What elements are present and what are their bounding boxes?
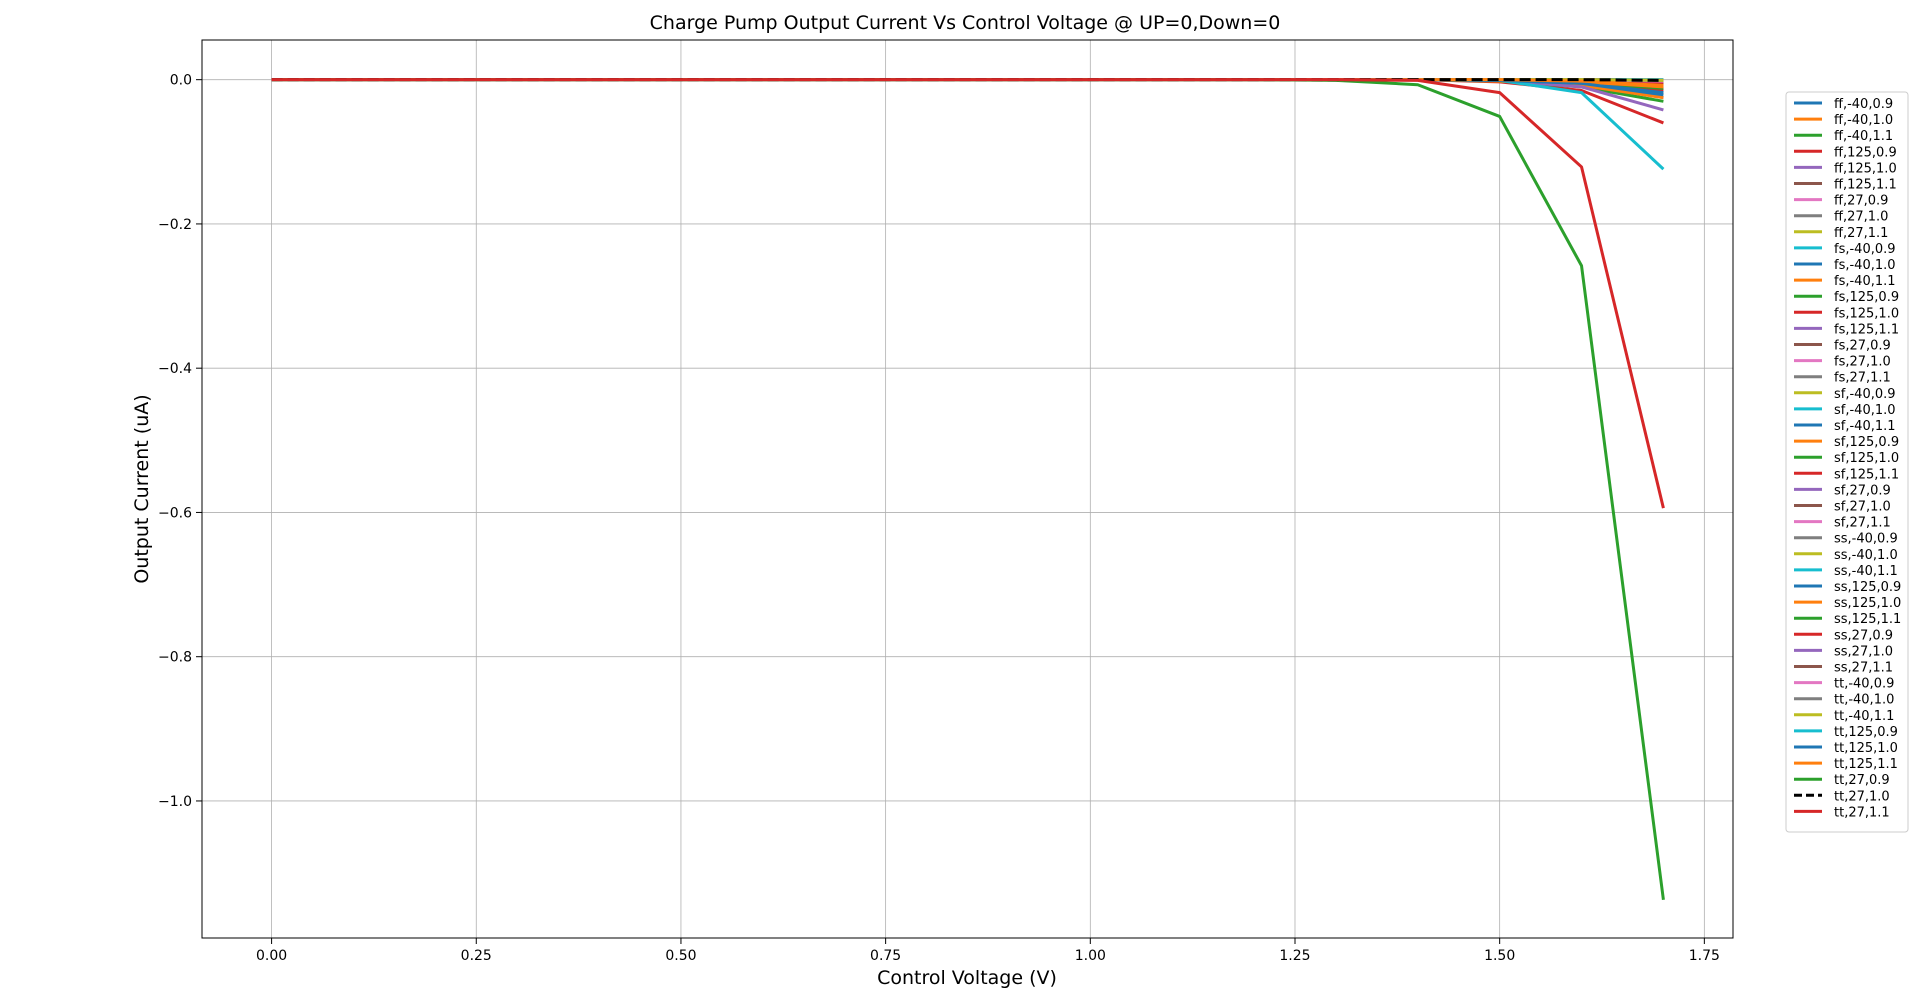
legend-label: tt,27,1.1	[1834, 805, 1890, 820]
legend-label: fs,27,1.1	[1834, 371, 1891, 386]
legend-label: ss,-40,1.0	[1834, 548, 1898, 563]
legend-label: ss,125,1.0	[1834, 596, 1901, 611]
series-lines	[271, 78, 1665, 900]
legend-label: ss,27,1.1	[1834, 661, 1893, 676]
y-tick-label: −0.6	[158, 505, 192, 521]
legend-label: ss,27,0.9	[1834, 628, 1893, 643]
legend-label: ff,-40,0.9	[1834, 97, 1893, 112]
x-tick-label: 1.50	[1484, 948, 1515, 964]
legend-label: fs,-40,1.1	[1834, 274, 1896, 289]
grid-lines	[202, 40, 1733, 938]
x-tick-label: 1.00	[1075, 948, 1106, 964]
legend-label: ff,-40,1.1	[1834, 129, 1893, 144]
legend-label: tt,125,1.0	[1834, 741, 1898, 756]
y-tick-label: 0.0	[170, 73, 192, 89]
legend-label: sf,125,1.1	[1834, 467, 1899, 482]
x-tick-label: 1.25	[1279, 948, 1310, 964]
legend-label: tt,27,0.9	[1834, 773, 1890, 788]
legend-label: ss,-40,0.9	[1834, 532, 1898, 547]
y-tick-label: −0.2	[158, 217, 192, 233]
legend-label: ff,27,1.0	[1834, 210, 1888, 225]
legend-label: fs,-40,1.0	[1834, 258, 1896, 273]
legend-label: ss,27,1.0	[1834, 644, 1893, 659]
legend-label: tt,-40,1.0	[1834, 693, 1894, 708]
legend-label: ss,125,1.1	[1834, 612, 1901, 627]
axis-ticks: 0.00 0.25 0.50 0.75 1.00 1.25 1.50 1.75 0.0 −0.2 −…	[158, 73, 1720, 964]
legend-label: fs,125,1.1	[1834, 322, 1899, 337]
legend-label: tt,-40,1.1	[1834, 709, 1894, 724]
chart-title: Charge Pump Output Current Vs Control Vo…	[650, 12, 1281, 34]
legend-label: sf,27,1.1	[1834, 516, 1891, 531]
legend-label: ff,125,0.9	[1834, 145, 1897, 160]
legend-label: sf,-40,0.9	[1834, 387, 1896, 402]
legend-label: ff,27,0.9	[1834, 194, 1888, 209]
legend-label: tt,125,1.1	[1834, 757, 1898, 772]
y-tick-label: −0.4	[158, 361, 192, 377]
legend-label: sf,-40,1.0	[1834, 403, 1896, 418]
legend-label: tt,-40,0.9	[1834, 677, 1894, 692]
legend-box	[1785, 91, 1909, 833]
x-axis-title: Control Voltage (V)	[877, 967, 1057, 989]
legend-label: fs,125,0.9	[1834, 290, 1899, 305]
legend-label: ff,27,1.1	[1834, 226, 1888, 241]
legend-label: sf,27,1.0	[1834, 500, 1891, 515]
legend-label: sf,125,1.0	[1834, 451, 1899, 466]
x-tick-label: 0.75	[870, 948, 901, 964]
legend-label: fs,-40,0.9	[1834, 242, 1896, 257]
legend-label: sf,27,0.9	[1834, 483, 1891, 498]
y-tick-label: −1.0	[158, 794, 192, 810]
x-tick-label: 0.50	[665, 948, 696, 964]
plot-frame	[201, 39, 1734, 939]
legend-items: ff,-40,0.9ff,-40,1.0ff,-40,1.1ff,125,0.9…	[1794, 97, 1901, 820]
legend-label: ss,125,0.9	[1834, 580, 1901, 595]
legend-label: fs,27,0.9	[1834, 339, 1891, 354]
y-tick-label: −0.8	[158, 650, 192, 666]
legend: ff,-40,0.9ff,-40,1.0ff,-40,1.1ff,125,0.9…	[1785, 91, 1909, 833]
legend-label: fs,125,1.0	[1834, 306, 1899, 321]
x-tick-label: 1.75	[1689, 948, 1720, 964]
legend-label: fs,27,1.0	[1834, 355, 1891, 370]
legend-label: sf,-40,1.1	[1834, 419, 1896, 434]
series-line	[271, 78, 1665, 509]
legend-label: tt,125,0.9	[1834, 725, 1898, 740]
y-axis-title: Output Current (uA)	[131, 394, 153, 583]
legend-label: sf,125,0.9	[1834, 435, 1899, 450]
x-tick-label: 0.00	[256, 948, 287, 964]
legend-label: ff,-40,1.0	[1834, 113, 1893, 128]
legend-label: tt,27,1.0	[1834, 789, 1890, 804]
x-tick-label: 0.25	[461, 948, 492, 964]
legend-label: ff,125,1.1	[1834, 178, 1897, 193]
legend-label: ss,-40,1.1	[1834, 564, 1898, 579]
legend-label: ff,125,1.0	[1834, 161, 1897, 176]
